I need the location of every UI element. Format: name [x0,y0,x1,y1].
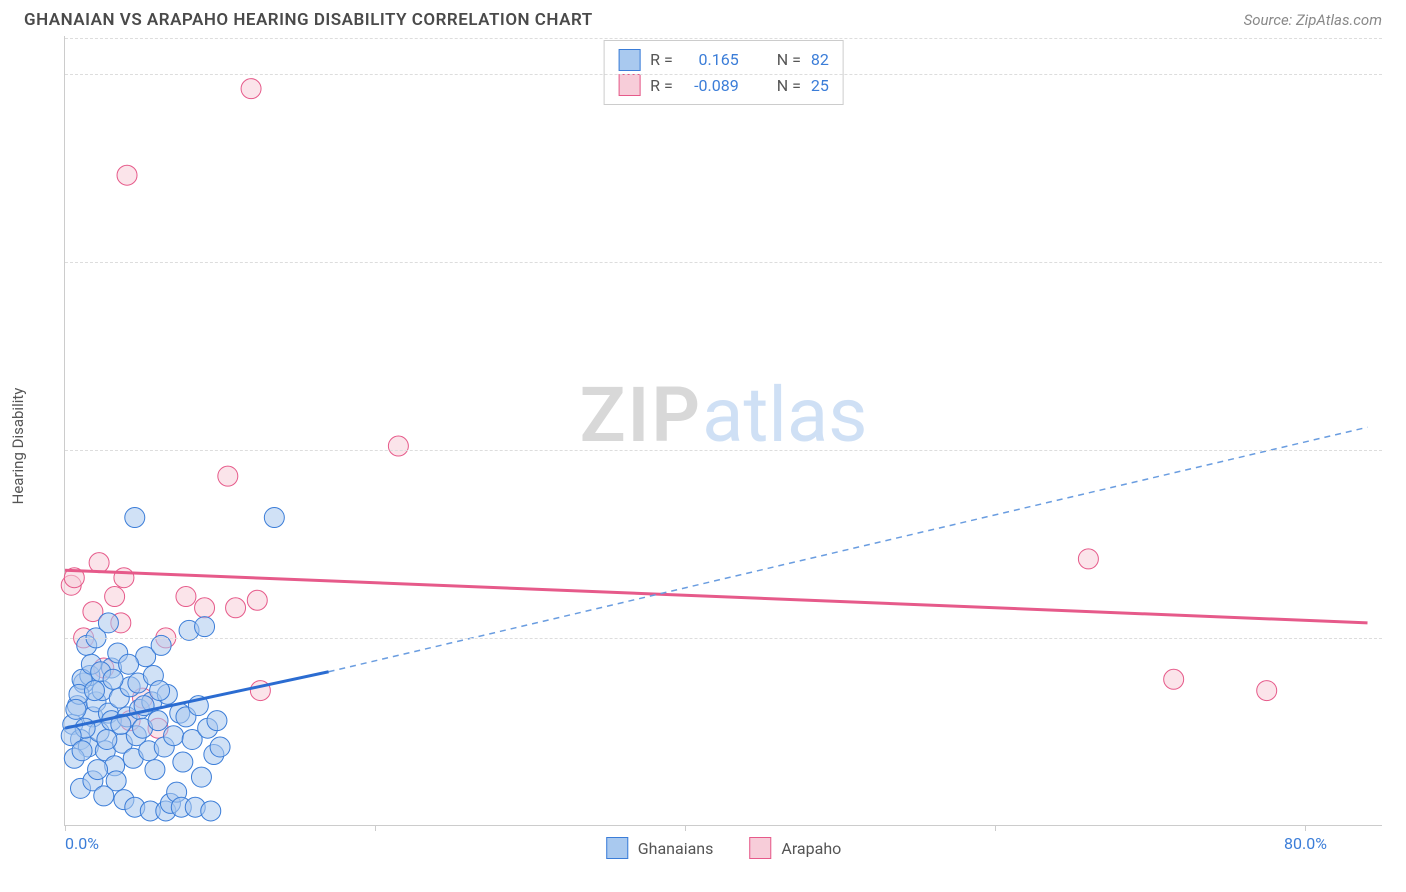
data-point-arapaho [218,466,238,486]
r-value: 0.165 [683,47,739,73]
data-point-ghanaians [84,681,104,701]
data-point-ghanaians [150,681,170,701]
x-tick-mark [65,825,66,831]
correlation-legend: R = 0.165 N = 82 R = -0.089 N = 25 [603,40,844,105]
x-tick-mark [685,825,686,831]
data-point-arapaho [195,598,215,618]
x-tick-mark [1305,825,1306,831]
data-point-ghanaians [210,737,230,757]
data-point-arapaho [105,587,125,607]
y-tick-label: 15.0% [1392,252,1406,271]
chart-header: GHANAIAN VS ARAPAHO HEARING DISABILITY C… [0,0,1406,36]
data-point-arapaho [176,587,196,607]
r-value: -0.089 [683,73,739,99]
data-point-ghanaians [148,711,168,731]
data-point-ghanaians [145,760,165,780]
legend-swatch-arapaho [618,74,640,96]
data-point-arapaho [1078,549,1098,569]
x-tick-label: 0.0% [65,834,99,853]
data-point-arapaho [241,79,261,99]
data-point-arapaho [114,568,134,588]
source-attribution: Source: ZipAtlas.com [1244,11,1382,29]
data-point-ghanaians [72,741,92,761]
y-tick-label: 20.0% [1392,64,1406,83]
x-tick-mark [995,825,996,831]
data-point-ghanaians [119,654,139,674]
data-point-ghanaians [173,752,193,772]
gridline [65,262,1382,263]
data-point-ghanaians [88,760,108,780]
series-legend-item-ghanaians: Ghanaians [606,837,714,859]
data-point-ghanaians [264,508,284,528]
data-point-arapaho [1257,681,1277,701]
n-label: N = [777,73,801,99]
data-point-arapaho [1164,669,1184,689]
series-label: Ghanaians [638,839,714,858]
series-legend-item-arapaho: Arapaho [749,837,841,859]
data-point-ghanaians [191,767,211,787]
y-tick-label: 10.0% [1392,440,1406,459]
data-point-arapaho [247,590,267,610]
n-value: 25 [811,73,829,99]
correlation-legend-row-1: R = 0.165 N = 82 [618,47,829,73]
data-point-ghanaians [164,726,184,746]
legend-swatch-arapaho [749,837,771,859]
y-tick-label: 5.0% [1392,628,1406,647]
scatter-plot-svg [65,36,1382,825]
data-point-ghanaians [66,699,86,719]
correlation-legend-row-2: R = -0.089 N = 25 [618,73,829,99]
n-value: 82 [811,47,829,73]
gridline [65,74,1382,75]
data-point-arapaho [388,436,408,456]
series-label: Arapaho [781,839,841,858]
y-axis-label: Hearing Disability [9,388,27,505]
data-point-arapaho [226,598,246,618]
data-point-ghanaians [98,613,118,633]
r-label: R = [650,47,673,73]
data-point-ghanaians [103,669,123,689]
x-tick-mark [375,825,376,831]
r-label: R = [650,73,673,99]
legend-swatch-ghanaians [606,837,628,859]
chart-title: GHANAIAN VS ARAPAHO HEARING DISABILITY C… [24,10,593,30]
trend-line [329,427,1368,672]
data-point-ghanaians [97,729,117,749]
data-point-ghanaians [125,508,145,528]
x-tick-label: 80.0% [1284,834,1327,853]
gridline [65,638,1382,639]
legend-swatch-ghanaians [618,49,640,71]
data-point-ghanaians [94,786,114,806]
n-label: N = [777,47,801,73]
gridline [65,38,1382,39]
data-point-arapaho [117,165,137,185]
data-point-arapaho [89,553,109,573]
data-point-ghanaians [201,801,221,821]
gridline [65,450,1382,451]
series-legend: Ghanaians Arapaho [606,837,842,859]
data-point-ghanaians [195,617,215,637]
data-point-ghanaians [207,711,227,731]
chart-plot-area: ZIPatlas R = 0.165 N = 82 R = -0.089 N =… [64,36,1382,826]
